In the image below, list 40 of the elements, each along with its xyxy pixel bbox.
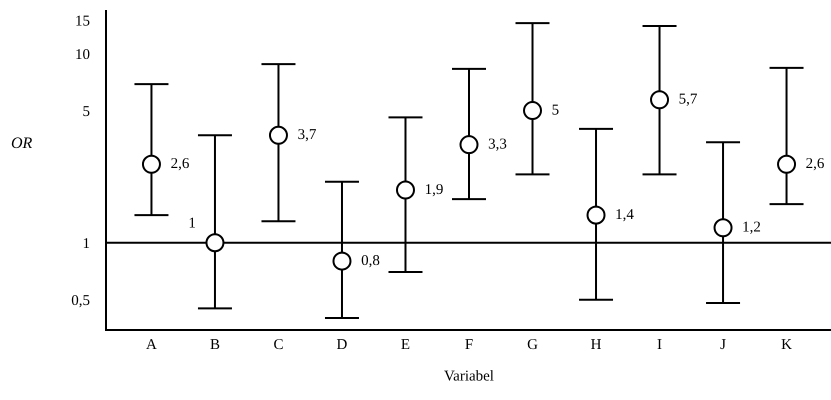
y-tick-label: 1 bbox=[82, 236, 90, 252]
y-tick-label: 15 bbox=[75, 14, 90, 30]
data-label: 1 bbox=[188, 215, 204, 232]
data-label: 3,7 bbox=[290, 127, 317, 144]
point bbox=[714, 218, 733, 238]
point bbox=[777, 154, 796, 174]
point bbox=[586, 206, 606, 225]
data-label: 1,9 bbox=[417, 182, 444, 198]
x-tick-label: H bbox=[590, 337, 602, 353]
point bbox=[460, 135, 478, 154]
y-tick-label: 10 bbox=[75, 46, 90, 63]
data-label: 5,7 bbox=[671, 92, 698, 108]
y-tick-label: 0,5 bbox=[71, 292, 90, 309]
point bbox=[142, 154, 161, 174]
y-tick-label: 5 bbox=[82, 104, 90, 120]
x-tick-label: F bbox=[464, 337, 474, 353]
y-axis-title: OR bbox=[11, 135, 33, 152]
x-tick-label: K bbox=[781, 337, 792, 353]
data-label: 2,6 bbox=[798, 156, 825, 172]
x-tick-label: J bbox=[720, 337, 726, 353]
x-tick-label: B bbox=[210, 337, 220, 353]
x-tick-label: E bbox=[400, 337, 410, 353]
point bbox=[523, 101, 542, 120]
x-tick-label: D bbox=[336, 337, 348, 353]
x-axis-title: Variabel bbox=[444, 368, 494, 384]
data-label: 1,4 bbox=[608, 206, 634, 223]
point bbox=[205, 233, 224, 252]
x-tick-label: I bbox=[657, 337, 662, 353]
data-label: 0,8 bbox=[354, 252, 380, 269]
point bbox=[650, 90, 670, 110]
x-tick-label: A bbox=[146, 337, 158, 353]
data-label: 1,2 bbox=[734, 220, 761, 236]
point bbox=[332, 252, 352, 271]
data-label: 5 bbox=[544, 102, 560, 118]
data-label: 2,6 bbox=[163, 156, 190, 172]
data-label: 3,3 bbox=[480, 136, 507, 152]
x-tick-label: G bbox=[527, 337, 538, 353]
x-tick-label: C bbox=[273, 337, 284, 353]
point bbox=[268, 126, 288, 145]
point bbox=[396, 180, 415, 200]
